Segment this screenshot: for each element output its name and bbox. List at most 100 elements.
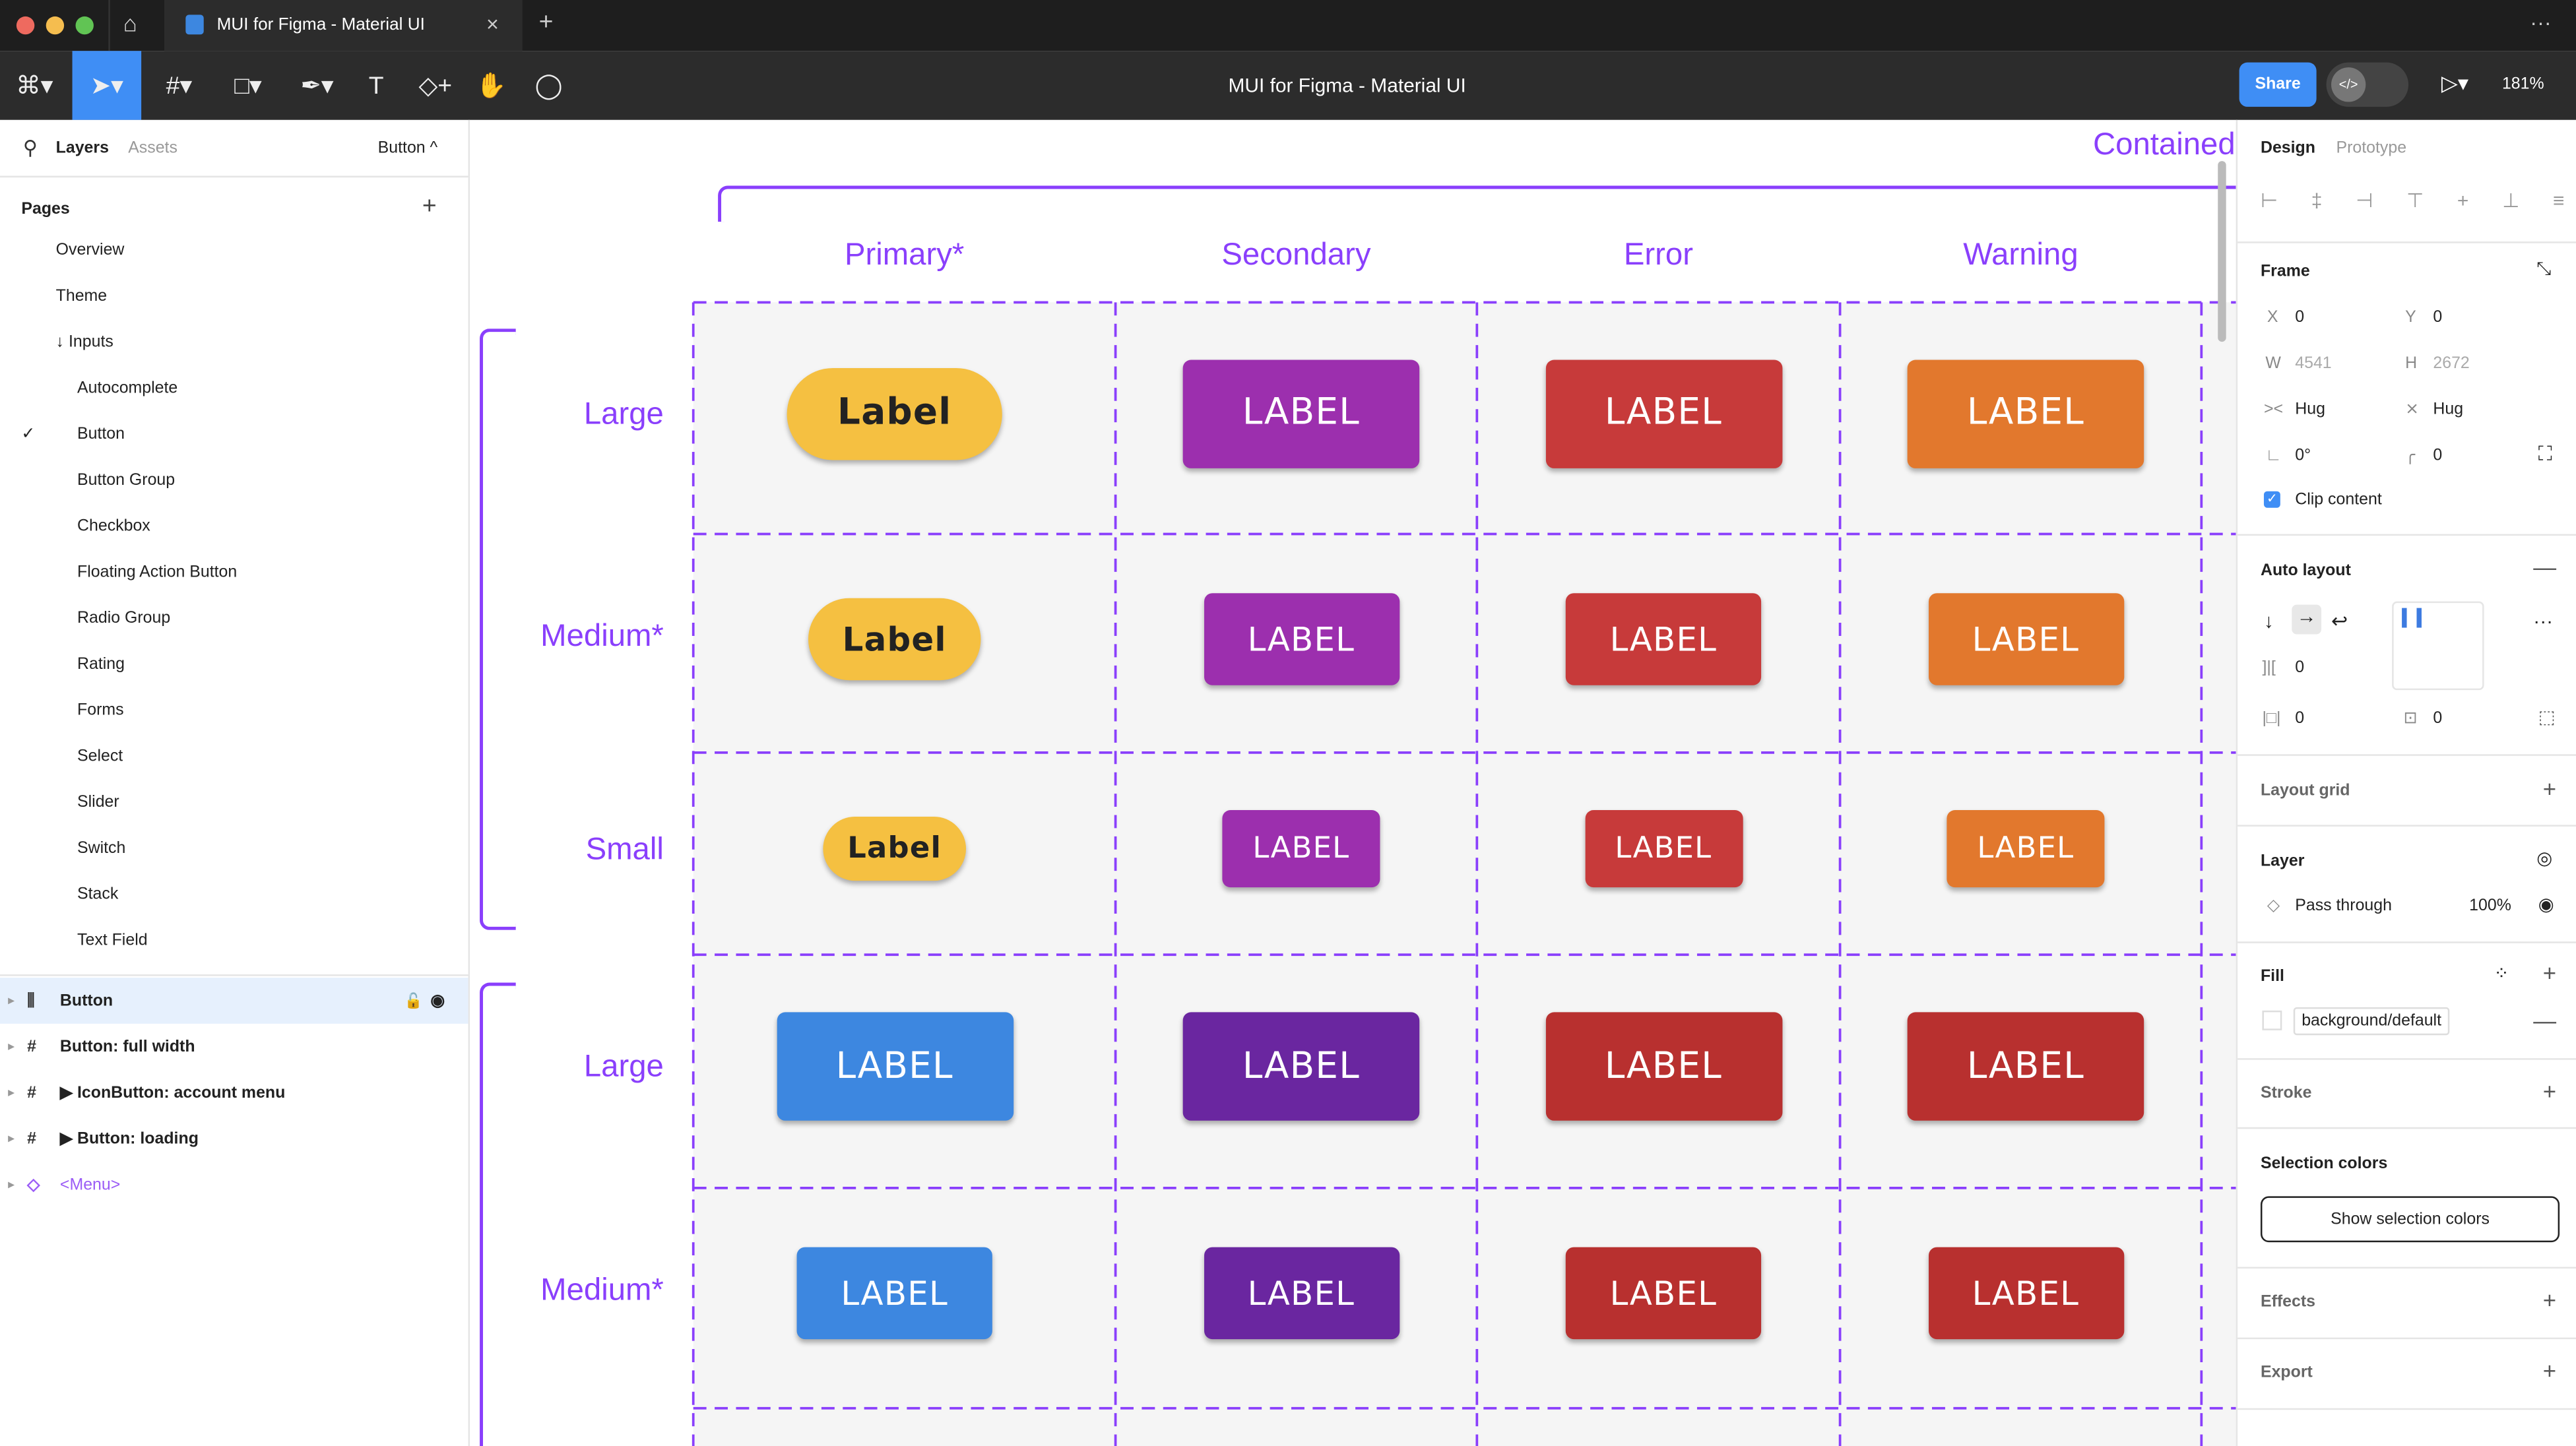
wrap-direction-icon[interactable]: ↩ <box>2331 610 2348 633</box>
clip-content-checkbox[interactable]: ✓ <box>2263 491 2280 508</box>
corner-radius-field[interactable]: 0 <box>2433 447 2443 465</box>
show-selection-colors-button[interactable]: Show selection colors <box>2260 1196 2560 1243</box>
button-variant[interactable]: LABEL <box>1565 1247 1762 1340</box>
button-variant[interactable]: LABEL <box>1947 810 2105 888</box>
tab-layers[interactable]: Layers <box>55 139 109 158</box>
vertical-padding-field[interactable]: 0 <box>2433 710 2443 728</box>
expand-icon[interactable]: ▸ <box>8 1042 15 1053</box>
button-variant[interactable]: LABEL <box>1565 592 1762 685</box>
button-variant[interactable]: Label <box>787 367 1002 460</box>
resources-tool-icon[interactable]: ◇+ <box>418 72 453 100</box>
button-variant[interactable]: LABEL <box>1545 1012 1782 1121</box>
fill-swatch[interactable] <box>2262 1010 2282 1030</box>
button-variant[interactable]: LABEL <box>1203 1247 1400 1340</box>
frame-section-title[interactable]: Frame <box>2260 263 2310 281</box>
page-item[interactable]: Button Group <box>77 471 176 490</box>
search-icon[interactable]: ⚲ <box>22 136 38 160</box>
horizontal-direction-icon[interactable]: → <box>2292 604 2322 635</box>
align-top-icon[interactable]: ⊤ <box>2406 189 2424 212</box>
opacity-field[interactable]: 100% <box>2469 897 2511 916</box>
button-variant[interactable]: LABEL <box>1203 592 1400 685</box>
tab-prototype[interactable]: Prototype <box>2336 139 2407 158</box>
add-effect-icon[interactable]: + <box>2542 1286 2557 1313</box>
add-layout-grid-icon[interactable]: + <box>2542 775 2557 802</box>
lock-icon[interactable]: 🔓 <box>404 991 423 1009</box>
file-title[interactable]: MUI for Figma - Material UI <box>1228 74 1466 97</box>
page-item[interactable]: Text Field <box>77 931 148 950</box>
rectangle-tool-icon[interactable]: □▾ <box>234 72 262 100</box>
comment-tool-icon[interactable]: ◯ <box>534 72 563 100</box>
move-tool-icon[interactable]: ➤▾ <box>72 51 142 120</box>
button-variant[interactable]: LABEL <box>1927 592 2124 685</box>
height-field[interactable]: 2672 <box>2433 355 2470 373</box>
button-variant[interactable]: Label <box>823 816 967 881</box>
button-variant[interactable]: LABEL <box>1182 1012 1420 1121</box>
button-variant[interactable]: Label <box>808 597 981 679</box>
rotation-field[interactable]: 0° <box>2295 447 2311 465</box>
button-variant[interactable]: LABEL <box>1907 359 2144 468</box>
page-item[interactable]: Rating <box>77 655 125 674</box>
add-export-icon[interactable]: + <box>2542 1357 2557 1384</box>
present-icon[interactable]: ▷▾ <box>2441 71 2469 96</box>
alignment-grid[interactable] <box>2392 601 2484 691</box>
hand-tool-icon[interactable]: ✋ <box>476 72 507 100</box>
page-item[interactable]: Select <box>77 747 123 766</box>
page-item[interactable]: Floating Action Button <box>77 563 238 582</box>
layer-row[interactable]: ▸ # Button: full width <box>0 1024 468 1070</box>
expand-icon[interactable]: ▸ <box>8 1087 15 1100</box>
blend-mode-select[interactable]: Pass through <box>2295 897 2392 916</box>
page-item[interactable]: Radio Group <box>77 610 171 628</box>
page-item[interactable]: Button <box>77 425 125 444</box>
button-variant[interactable]: LABEL <box>796 1247 992 1340</box>
add-page-button[interactable]: + <box>422 192 437 220</box>
button-variant[interactable]: LABEL <box>1907 1012 2144 1121</box>
remove-fill-icon[interactable]: — <box>2533 1007 2557 1034</box>
text-tool-icon[interactable]: T <box>368 71 384 100</box>
collapse-icon[interactable]: ⤡ <box>2536 259 2552 280</box>
close-window-button[interactable] <box>16 16 35 35</box>
close-tab-icon[interactable]: × <box>486 11 499 36</box>
page-item[interactable]: Switch <box>77 839 126 858</box>
button-variant[interactable]: LABEL <box>1222 810 1380 888</box>
page-item[interactable]: Overview <box>55 241 125 260</box>
page-item[interactable]: Stack <box>77 885 119 904</box>
eye-icon[interactable]: ◉ <box>2538 895 2554 916</box>
zoom-level[interactable]: 181% <box>2501 75 2544 94</box>
pen-tool-icon[interactable]: ✒▾ <box>300 72 334 100</box>
eye-icon[interactable]: ◉ <box>430 991 445 1010</box>
home-icon[interactable]: ⌂ <box>123 9 137 36</box>
add-fill-icon[interactable]: + <box>2542 959 2557 986</box>
layer-row[interactable]: ▸ # ▶ Button: loading <box>0 1116 468 1162</box>
vertical-resizing-select[interactable]: Hug <box>2433 400 2464 420</box>
layer-options-icon[interactable]: ◎ <box>2536 849 2553 869</box>
layer-row[interactable]: ▸ # ▶ IconButton: account menu <box>0 1070 468 1116</box>
y-field[interactable]: 0 <box>2433 309 2443 327</box>
button-variant[interactable]: LABEL <box>1545 359 1782 468</box>
canvas-scrollbar[interactable] <box>2218 161 2226 342</box>
page-item[interactable]: Slider <box>77 794 119 812</box>
remove-auto-layout-icon[interactable]: — <box>2533 553 2557 581</box>
tab-assets[interactable]: Assets <box>128 139 177 158</box>
horizontal-padding-field[interactable]: 0 <box>2295 710 2305 728</box>
more-options-icon[interactable]: ··· <box>2533 610 2554 633</box>
minimize-window-button[interactable] <box>46 16 65 35</box>
width-field[interactable]: 4541 <box>2295 355 2332 373</box>
share-button[interactable]: Share <box>2239 62 2317 107</box>
button-variant[interactable]: LABEL <box>776 1012 1013 1121</box>
align-right-icon[interactable]: ⊣ <box>2356 189 2373 212</box>
style-icon[interactable]: ⁘ <box>2494 964 2509 985</box>
tab-design[interactable]: Design <box>2260 139 2315 158</box>
page-selector[interactable]: Button ^ <box>377 139 438 158</box>
new-tab-button[interactable]: + <box>538 8 554 36</box>
align-middle-icon[interactable]: + <box>2457 189 2469 212</box>
align-bottom-icon[interactable]: ⊥ <box>2502 189 2520 212</box>
add-stroke-icon[interactable]: + <box>2542 1078 2557 1104</box>
expand-icon[interactable]: ▸ <box>8 1133 15 1146</box>
horizontal-resizing-select[interactable]: Hug <box>2295 400 2325 420</box>
vertical-direction-icon[interactable]: ↓ <box>2263 610 2274 633</box>
button-variant[interactable]: LABEL <box>1182 359 1420 468</box>
expand-icon[interactable]: ▸ <box>8 995 15 1007</box>
canvas[interactable]: Contained Primary* Secondary Error Warning L… <box>470 119 2236 1446</box>
page-item[interactable]: Forms <box>77 701 124 720</box>
align-left-icon[interactable]: ⊢ <box>2260 189 2278 212</box>
